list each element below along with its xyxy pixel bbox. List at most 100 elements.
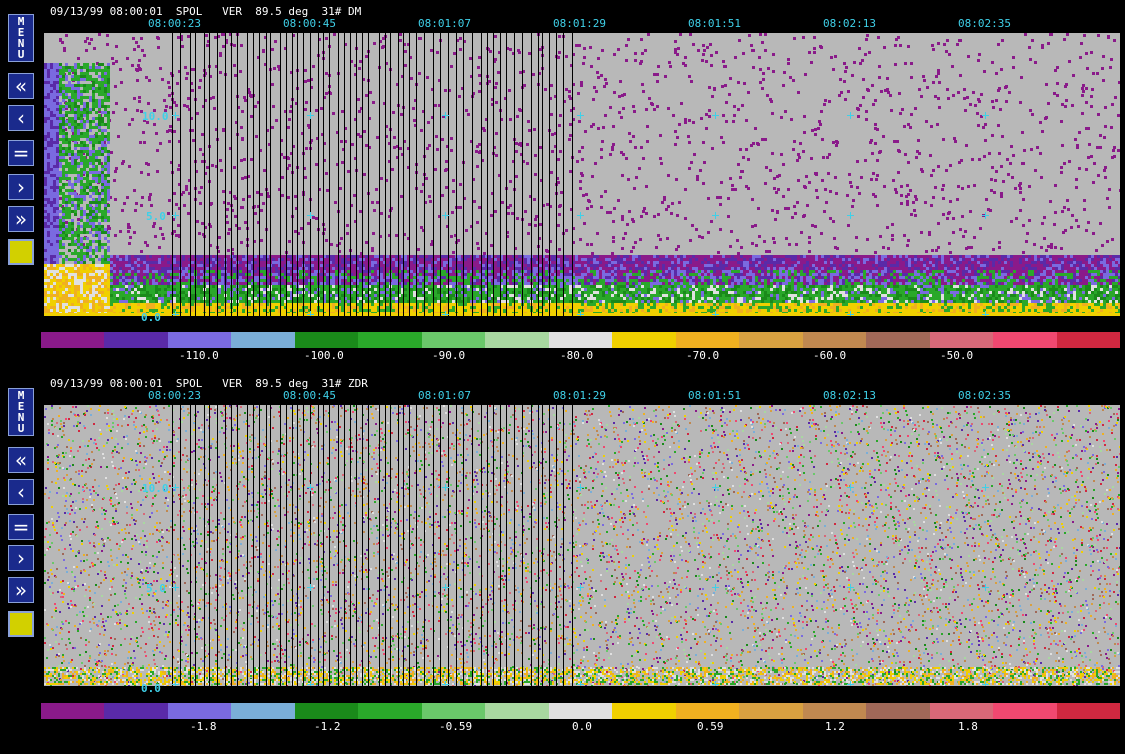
colorbar-swatch [294, 703, 359, 719]
dm-radar-plot[interactable] [44, 33, 1120, 316]
time-label: 08:01:51 [688, 17, 741, 30]
time-label: 08:01:29 [553, 17, 606, 30]
colorbar-swatch [548, 703, 613, 719]
equal-button[interactable]: = [8, 140, 34, 166]
equal-icon: = [13, 517, 30, 537]
colorbar-label: 1.8 [958, 720, 978, 733]
menu-letter: E [18, 401, 25, 412]
colorbar-swatch [104, 703, 168, 719]
colorbar-swatch [167, 332, 232, 348]
equal-icon: = [13, 143, 30, 163]
menu-letter: M [18, 16, 25, 27]
menu-letter: N [18, 412, 25, 423]
dm-plot-svg [44, 33, 1120, 316]
colorbar-swatch [485, 332, 549, 348]
colorbar-swatch [231, 332, 295, 348]
back-button[interactable]: ‹ [8, 105, 34, 131]
colorbar-swatch [993, 332, 1057, 348]
time-label: 08:02:13 [823, 17, 876, 30]
colorbar-swatch [421, 332, 486, 348]
forward-button[interactable]: › [8, 545, 34, 571]
colorbar-label: -1.8 [190, 720, 217, 733]
colorbar-swatch [739, 332, 803, 348]
colorbar-swatch [993, 703, 1057, 719]
back-button[interactable]: ‹ [8, 479, 34, 505]
colorbar-swatch [866, 703, 930, 719]
color-swatch-button[interactable] [8, 239, 34, 265]
colorbar-swatch [41, 332, 105, 348]
chevron-left-icon: ‹ [17, 108, 25, 128]
colorbar-swatch [41, 703, 105, 719]
fast-back-button[interactable]: « [8, 447, 34, 473]
colorbar-swatch [548, 332, 613, 348]
colorbar-swatch [485, 703, 549, 719]
y-label: 5.0 [146, 210, 166, 223]
colorbar-swatch [612, 332, 676, 348]
chevron-right-icon: › [17, 548, 25, 568]
colorbar-label: -70.0 [686, 349, 719, 362]
colorbar-label: -100.0 [304, 349, 344, 362]
colorbar-swatch [612, 703, 676, 719]
colorbar-label: -50.0 [940, 349, 973, 362]
colorbar-swatch [104, 332, 168, 348]
time-label: 08:02:35 [958, 389, 1011, 402]
equal-button[interactable]: = [8, 514, 34, 540]
colorbar-swatch [231, 703, 295, 719]
colorbar-label: -1.2 [314, 720, 341, 733]
colorbar-swatch [421, 703, 486, 719]
colorbar-label: 0.59 [697, 720, 724, 733]
colorbar-swatch [739, 703, 803, 719]
colorbar-swatch [929, 703, 994, 719]
time-label: 08:01:51 [688, 389, 741, 402]
time-label: 08:01:07 [418, 17, 471, 30]
time-label: 08:01:07 [418, 389, 471, 402]
y-label: 0.0 [141, 682, 161, 695]
y-label: 5.0 [146, 582, 166, 595]
colorbar-label: -110.0 [179, 349, 219, 362]
time-label: 08:02:13 [823, 389, 876, 402]
fast-forward-button[interactable]: » [8, 206, 34, 232]
colorbar-label: -80.0 [560, 349, 593, 362]
y-label: 10.0 [142, 482, 169, 495]
colorbar-label: -0.59 [439, 720, 472, 733]
color-swatch-button[interactable] [8, 611, 34, 637]
zdr-panel: M E N U « ‹ = › » 09/13/99 08:00:01 SPOL… [0, 377, 1125, 754]
menu-letter: E [18, 27, 25, 38]
double-chevron-right-icon: » [15, 209, 27, 229]
colorbar-swatch [675, 332, 740, 348]
colorbar-swatch [1056, 703, 1120, 719]
menu-letter: U [18, 49, 25, 60]
zdr-header: 09/13/99 08:00:01 SPOL VER 89.5 deg 31# … [50, 377, 368, 390]
chevron-left-icon: ‹ [17, 482, 25, 502]
menu-button[interactable]: M E N U [8, 388, 34, 436]
zdr-colorbar [41, 703, 1120, 719]
time-label: 08:00:45 [283, 17, 336, 30]
time-label: 08:00:23 [148, 17, 201, 30]
y-label: 10.0 [142, 110, 169, 123]
colorbar-swatch [675, 703, 740, 719]
zdr-plot-svg [44, 405, 1120, 686]
colorbar-swatch [802, 332, 867, 348]
menu-letter: M [18, 390, 25, 401]
zdr-radar-plot[interactable] [44, 405, 1120, 686]
colorbar-label: 0.0 [572, 720, 592, 733]
fast-forward-button[interactable]: » [8, 577, 34, 603]
chevron-right-icon: › [17, 177, 25, 197]
menu-button[interactable]: M E N U [8, 14, 34, 62]
colorbar-label: -90.0 [432, 349, 465, 362]
colorbar-swatch [167, 703, 232, 719]
colorbar-swatch [358, 703, 422, 719]
forward-button[interactable]: › [8, 174, 34, 200]
fast-back-button[interactable]: « [8, 73, 34, 99]
time-label: 08:00:45 [283, 389, 336, 402]
time-label: 08:00:23 [148, 389, 201, 402]
time-label: 08:01:29 [553, 389, 606, 402]
dm-header: 09/13/99 08:00:01 SPOL VER 89.5 deg 31# … [50, 5, 361, 18]
double-chevron-right-icon: » [15, 580, 27, 600]
colorbar-label: -60.0 [813, 349, 846, 362]
colorbar-swatch [1056, 332, 1120, 348]
double-chevron-left-icon: « [15, 76, 27, 96]
dm-panel: M E N U « ‹ = › » 09/13/99 08:00:01 SPOL… [8, 5, 1120, 362]
menu-letter: N [18, 38, 25, 49]
colorbar-swatch [866, 332, 930, 348]
